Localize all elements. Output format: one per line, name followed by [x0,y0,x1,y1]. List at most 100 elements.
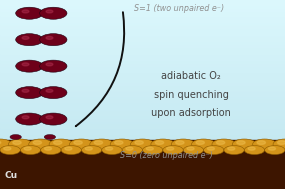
Bar [0,52,285,53]
Ellipse shape [16,60,43,72]
Ellipse shape [212,139,236,149]
Bar [0,14,285,16]
Ellipse shape [46,10,53,13]
Bar [0,174,285,176]
Bar [0,22,285,24]
Ellipse shape [82,146,102,155]
Bar [0,45,285,47]
Ellipse shape [46,36,53,39]
Bar [0,119,285,121]
Ellipse shape [237,141,245,144]
Bar [0,151,285,153]
Bar [0,78,285,80]
Bar [0,69,285,71]
Ellipse shape [187,147,194,150]
Ellipse shape [253,139,277,149]
Bar [0,173,285,175]
Ellipse shape [54,141,62,144]
Bar [0,20,285,22]
Ellipse shape [22,89,29,92]
Ellipse shape [90,139,114,149]
Bar [0,149,285,151]
Ellipse shape [22,63,29,66]
Bar [0,28,285,30]
Ellipse shape [146,147,153,150]
Bar [0,115,285,117]
Bar [0,12,285,14]
Ellipse shape [167,147,174,150]
Bar [0,72,285,74]
Bar [0,63,285,65]
Bar [0,178,285,180]
Bar [0,138,285,140]
Ellipse shape [151,139,175,149]
Bar [0,146,285,148]
Bar [0,104,285,105]
Bar [0,113,285,115]
Bar [0,118,285,120]
Bar [0,58,285,60]
Bar [0,0,285,2]
Bar [0,126,285,128]
Ellipse shape [16,34,43,46]
Bar [0,157,285,159]
Bar [0,80,285,82]
Ellipse shape [94,141,103,144]
Bar [0,176,285,178]
Bar [0,15,285,17]
Ellipse shape [135,141,143,144]
Ellipse shape [29,139,53,149]
Ellipse shape [24,147,31,150]
Bar [0,6,285,8]
Ellipse shape [224,146,244,155]
Bar [0,148,285,150]
Bar [0,50,285,52]
Bar [0,60,285,61]
Bar [0,55,285,57]
Ellipse shape [49,139,73,149]
Bar [0,159,285,161]
Bar [0,34,285,36]
Bar [0,141,285,143]
Bar [0,185,285,187]
Ellipse shape [163,146,183,155]
Bar [0,70,285,72]
Ellipse shape [126,147,133,150]
Ellipse shape [46,116,53,119]
Ellipse shape [40,60,67,72]
Ellipse shape [102,146,122,155]
Bar [0,100,285,102]
Bar [0,162,285,164]
Bar [0,110,285,112]
Text: adiabatic O₂: adiabatic O₂ [161,71,221,81]
Bar [0,97,285,99]
Text: upon adsorption: upon adsorption [151,108,231,118]
Ellipse shape [22,36,29,39]
Bar [0,170,285,172]
Bar [0,29,285,32]
Bar [0,93,285,94]
Ellipse shape [268,147,276,150]
Ellipse shape [40,113,67,125]
Bar [0,31,285,33]
Bar [0,17,285,19]
Bar [0,127,285,129]
Ellipse shape [183,146,203,155]
Bar [0,91,285,93]
Ellipse shape [110,139,134,149]
Text: Cu: Cu [4,171,17,180]
Text: S=1 (two unpaired e⁻): S=1 (two unpaired e⁻) [134,4,224,13]
Bar [0,163,285,165]
Bar [0,19,285,20]
Ellipse shape [155,141,164,144]
Bar [0,99,285,101]
Ellipse shape [131,139,154,149]
Ellipse shape [115,141,123,144]
Bar [0,108,285,110]
Ellipse shape [13,141,21,144]
Bar [0,67,285,69]
Bar [0,88,285,90]
Text: spin quenching: spin quenching [154,90,228,99]
Bar [0,64,285,66]
Ellipse shape [0,139,12,149]
